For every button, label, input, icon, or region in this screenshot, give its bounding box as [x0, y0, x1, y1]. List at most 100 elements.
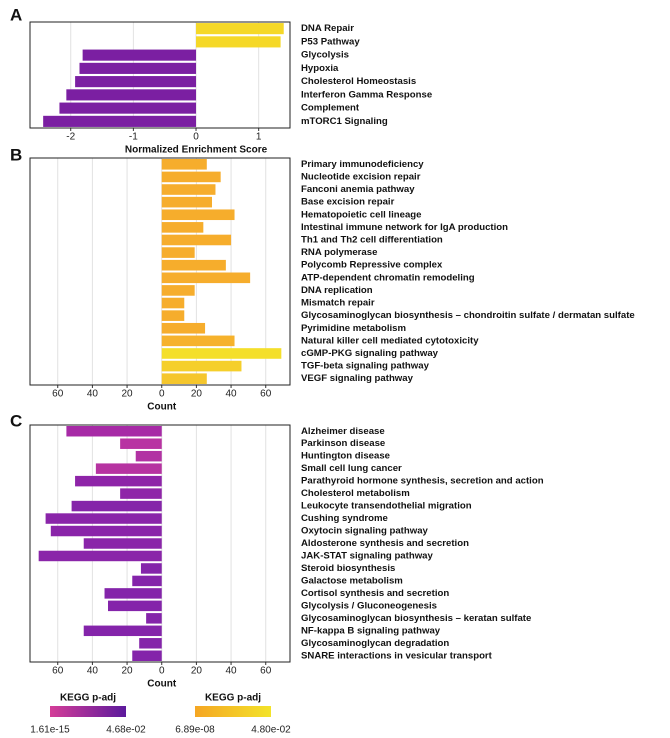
category-label: cGMP-PKG signaling pathway — [301, 348, 439, 359]
category-label: SNARE interactions in vesicular transpor… — [301, 650, 493, 661]
category-label: Glycosaminoglycan degradation — [301, 638, 449, 649]
bar — [83, 538, 162, 549]
x-tick-label: 20 — [122, 666, 134, 677]
category-label: TGF-beta signaling pathway — [301, 361, 430, 372]
category-label: NF-kappa B signaling pathway — [301, 625, 441, 636]
bar — [161, 373, 207, 384]
bar — [120, 488, 162, 499]
bar — [196, 36, 281, 48]
category-label: Cortisol synthesis and secretion — [301, 588, 449, 599]
category-label: DNA replication — [301, 285, 373, 296]
category-label: Glycosaminoglycan biosynthesis – keratan… — [301, 613, 531, 624]
bar — [139, 638, 162, 649]
bar — [146, 613, 162, 624]
bar — [82, 49, 197, 61]
category-label: Mismatch repair — [301, 298, 375, 309]
category-label: Huntington disease — [301, 451, 390, 462]
legend-colorbar — [195, 706, 271, 717]
category-label: Hypoxia — [301, 63, 339, 74]
x-tick-label: 20 — [122, 389, 134, 400]
bar — [161, 171, 221, 183]
bar — [161, 297, 185, 309]
bar — [135, 450, 162, 462]
x-tick-label: 40 — [87, 389, 99, 400]
bar — [140, 563, 162, 574]
panel-label: A — [10, 5, 22, 24]
category-label: DNA Repair — [301, 23, 354, 34]
bar — [79, 62, 197, 74]
x-tick-label: -1 — [129, 132, 138, 143]
category-label: Aldosterone synthesis and secretion — [301, 538, 469, 549]
category-label: Galactose metabolism — [301, 575, 403, 586]
category-label: Interferon Gamma Response — [301, 89, 432, 100]
x-tick-label: 60 — [52, 666, 64, 677]
plot-frame — [29, 157, 291, 386]
category-label: JAK-STAT signaling pathway — [301, 551, 433, 562]
category-label: Fanconi anemia pathway — [301, 184, 415, 195]
category-label: Intestinal immune network for IgA produc… — [301, 222, 508, 233]
category-label: Alzheimer disease — [301, 426, 385, 437]
panel-label: B — [10, 145, 22, 164]
x-tick-label: 0 — [159, 666, 165, 677]
x-tick-label: 0 — [159, 389, 165, 400]
x-tick-label: 60 — [260, 389, 272, 400]
category-label: Hematopoietic cell lineage — [301, 209, 422, 220]
bar — [43, 115, 197, 127]
bar — [161, 348, 282, 359]
x-tick-label: 60 — [260, 666, 272, 677]
category-label: Primary immunodeficiency — [301, 159, 424, 170]
bar — [161, 259, 226, 271]
category-label: Glycolysis — [301, 50, 349, 61]
category-label: Parathyroid hormone synthesis, secretion… — [301, 476, 544, 487]
bar — [161, 159, 207, 170]
category-label: Leukocyte transendothelial migration — [301, 501, 472, 512]
category-label: P53 Pathway — [301, 36, 360, 47]
category-label: mTORC1 Signaling — [301, 116, 388, 127]
bar — [196, 23, 284, 35]
bar — [120, 438, 162, 449]
bar — [108, 600, 162, 612]
bar — [161, 222, 204, 233]
category-label: RNA polymerase — [301, 247, 377, 258]
category-label: Small cell lung cancer — [301, 463, 402, 474]
bar — [161, 360, 242, 372]
category-label: Glycosaminoglycan biosynthesis – chondro… — [301, 310, 635, 321]
x-tick-label: 0 — [193, 132, 199, 143]
category-label: Parkinson disease — [301, 438, 385, 449]
category-label: Pyrimidine metabolism — [301, 323, 406, 334]
bar — [132, 575, 162, 587]
bar — [104, 588, 162, 599]
bar — [71, 500, 162, 512]
category-label: Nucleotide excision repair — [301, 171, 421, 182]
bar — [161, 196, 212, 208]
plot-frame — [29, 424, 291, 663]
x-axis-title: Count — [147, 402, 177, 413]
bar — [132, 650, 162, 662]
bar — [38, 550, 162, 562]
category-label: Th1 and Th2 cell differentiation — [301, 235, 443, 246]
plot-frame — [29, 21, 291, 129]
x-tick-label: 40 — [226, 389, 238, 400]
bar — [83, 625, 162, 637]
x-tick-label: 40 — [87, 666, 99, 677]
category-label: Natural killer cell mediated cytotoxicit… — [301, 335, 479, 346]
bar — [161, 184, 216, 195]
legend-label: 1.61e-15 — [30, 725, 70, 736]
category-label: Glycolysis / Gluconeogenesis — [301, 600, 437, 611]
category-label: Base excision repair — [301, 197, 395, 208]
legend-colorbar — [50, 706, 126, 717]
category-label: Steroid biosynthesis — [301, 563, 395, 574]
bar — [161, 322, 206, 334]
x-tick-label: 1 — [256, 132, 262, 143]
bar — [59, 102, 197, 114]
category-label: Oxytocin signaling pathway — [301, 526, 429, 537]
legend-title: KEGG p-adj — [205, 693, 261, 704]
panel-label: C — [10, 411, 22, 430]
category-label: VEGF signaling pathway — [301, 373, 414, 384]
bar — [75, 475, 162, 487]
bar — [161, 234, 232, 246]
x-tick-label: -2 — [66, 132, 75, 143]
bar — [95, 463, 162, 474]
x-axis-title: Count — [147, 679, 177, 690]
bar — [66, 425, 162, 437]
